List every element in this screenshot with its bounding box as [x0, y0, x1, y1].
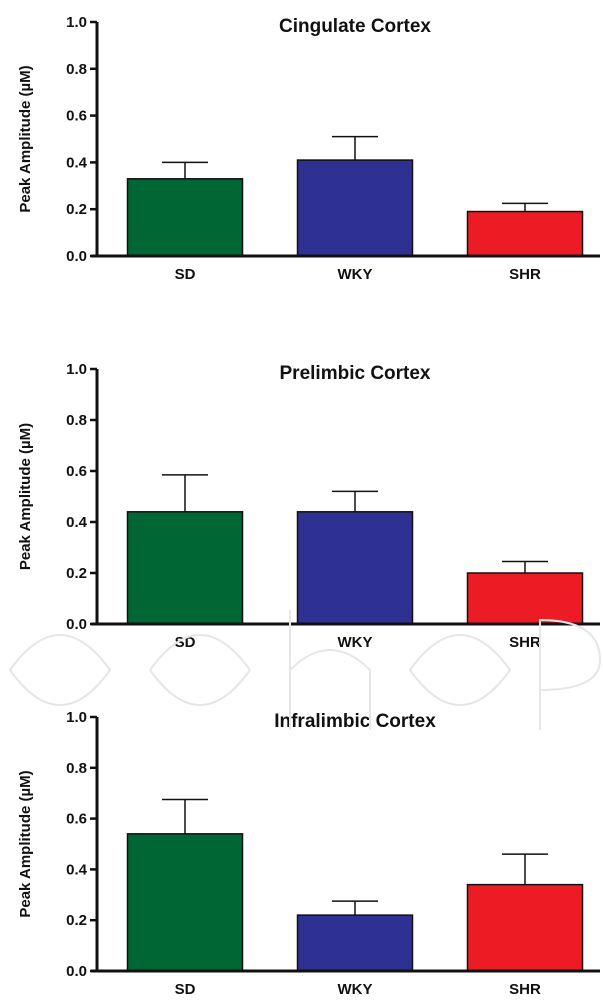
bar-sd	[126, 178, 244, 257]
y-tick-label: 0.6	[66, 811, 87, 828]
bar-shr	[466, 210, 584, 257]
x-tick-label: SHR	[509, 634, 541, 651]
y-axis-label: Peak Amplitude (µM)	[17, 423, 34, 570]
chart-title: Infralimbic Cortex	[274, 711, 436, 732]
bar-wky	[296, 159, 414, 257]
bar-sd	[126, 833, 244, 972]
y-tick-label: 0.2	[66, 565, 87, 582]
y-tick-label: 1.0	[66, 14, 87, 31]
y-axis-label: Peak Amplitude (µM)	[17, 65, 34, 212]
y-tick-label: 1.0	[66, 709, 87, 726]
chart-title: Prelimbic Cortex	[280, 363, 431, 384]
y-tick-label: 0.4	[66, 154, 88, 171]
y-tick-label: 0.8	[66, 760, 87, 777]
bar-shr	[466, 572, 584, 625]
x-tick-label: WKY	[338, 634, 373, 651]
x-tick-label: SD	[175, 981, 196, 998]
chart-panel-3: Infralimbic Cortex Peak Amplitude (µM) SD W…	[17, 709, 600, 998]
chart-panel-1: Cingulate Cortex Peak Amplitude (µM) SD WKY…	[17, 14, 600, 283]
bar-wky	[296, 511, 414, 625]
chart-panel-2: Prelimbic Cortex Peak Amplitude (µM) SD WKY…	[17, 361, 600, 651]
x-tick-label: WKY	[338, 266, 373, 283]
y-tick-label: 0.6	[66, 463, 87, 480]
x-tick-label: SHR	[509, 981, 541, 998]
y-axis-label: Peak Amplitude (µM)	[17, 770, 34, 917]
y-tick-label: 0.0	[66, 248, 87, 265]
y-tick-label: 0.0	[66, 616, 87, 633]
y-tick-label: 0.4	[66, 514, 88, 531]
x-tick-label: WKY	[338, 981, 373, 998]
bar-shr	[466, 883, 584, 972]
bar-wky	[296, 914, 414, 972]
bar-sd	[126, 511, 244, 625]
y-tick-label: 0.2	[66, 201, 87, 218]
y-tick-label: 0.6	[66, 108, 87, 125]
y-tick-label: 0.4	[66, 861, 88, 878]
y-tick-label: 0.8	[66, 412, 87, 429]
y-tick-label: 0.0	[66, 963, 87, 980]
y-tick-label: 0.2	[66, 912, 87, 929]
x-tick-label: SD	[175, 266, 196, 283]
chart-title: Cingulate Cortex	[279, 16, 431, 37]
y-tick-label: 0.8	[66, 61, 87, 78]
y-tick-label: 1.0	[66, 361, 87, 378]
x-tick-label: SD	[175, 634, 196, 651]
x-tick-label: SHR	[509, 266, 541, 283]
